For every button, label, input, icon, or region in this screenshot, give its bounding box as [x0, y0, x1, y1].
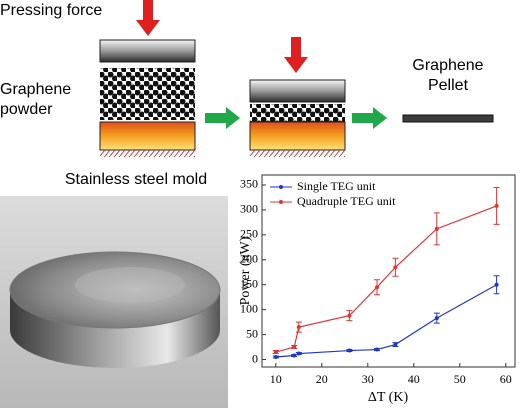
y-tick-label: 100 — [240, 301, 258, 315]
y-tick-label: 250 — [240, 227, 258, 241]
x-tick-label: 30 — [362, 372, 374, 386]
data-point — [434, 316, 439, 321]
plot-frame — [261, 174, 516, 368]
data-point — [273, 355, 278, 360]
pellet-label: Graphene — [412, 57, 483, 74]
y-axis-label: Power (nW) — [238, 236, 253, 305]
ground-hatch — [250, 150, 345, 157]
series-line — [275, 284, 497, 358]
x-tick-label: 60 — [500, 372, 512, 386]
data-point — [393, 265, 398, 270]
data-point — [347, 348, 352, 353]
data-point — [494, 282, 499, 287]
force-arrow — [284, 37, 308, 73]
ground-hatch — [100, 150, 195, 157]
legend-marker — [279, 185, 283, 189]
data-point — [292, 353, 297, 358]
process-arrow — [205, 107, 240, 129]
y-tick-label: 350 — [240, 177, 258, 191]
powder-label: Graphene — [0, 81, 71, 98]
y-tick-label: 0 — [252, 351, 258, 365]
compressed-powder — [250, 104, 345, 122]
data-point — [494, 203, 499, 208]
data-point — [347, 313, 352, 318]
bottom-plate — [99, 121, 196, 151]
data-point — [393, 342, 398, 347]
data-point — [296, 325, 301, 330]
data-point — [375, 347, 379, 352]
powder-label: powder — [0, 101, 53, 118]
data-point — [375, 285, 379, 290]
graphene-pellet — [402, 114, 494, 123]
mold-label: Stainless steel mold — [65, 171, 207, 188]
x-tick-label: 20 — [316, 372, 328, 386]
graphene-powder — [100, 68, 195, 120]
legend-label: Quadruple TEG unit — [297, 194, 396, 208]
data-point — [434, 226, 439, 231]
y-tick-label: 150 — [240, 276, 258, 290]
process-arrow — [352, 107, 387, 129]
y-tick-label: 200 — [240, 252, 258, 266]
top-plate — [99, 39, 196, 63]
series-line — [275, 205, 497, 353]
x-tick-label: 10 — [270, 372, 282, 386]
pressing-force-label: Pressing force — [0, 2, 102, 19]
legend-marker — [279, 200, 283, 204]
y-tick-label: 300 — [240, 202, 258, 216]
bottom-plate — [249, 121, 346, 151]
force-arrow — [136, 0, 160, 36]
y-tick-label: 50 — [246, 326, 258, 340]
mold-photo — [0, 196, 228, 408]
data-point — [273, 350, 278, 355]
x-tick-label: 40 — [408, 372, 420, 386]
data-point — [296, 351, 301, 356]
top-plate — [249, 79, 346, 103]
x-axis-label: ΔT (K) — [368, 390, 409, 405]
pellet-label: Pellet — [428, 77, 469, 94]
data-point — [292, 345, 297, 350]
x-tick-label: 50 — [454, 372, 466, 386]
chart: ΔT (K) Power (nW) 10 20 30 40 50 60 0 50 100 150 2… — [238, 174, 516, 405]
legend-label: Single TEG unit — [297, 179, 376, 193]
